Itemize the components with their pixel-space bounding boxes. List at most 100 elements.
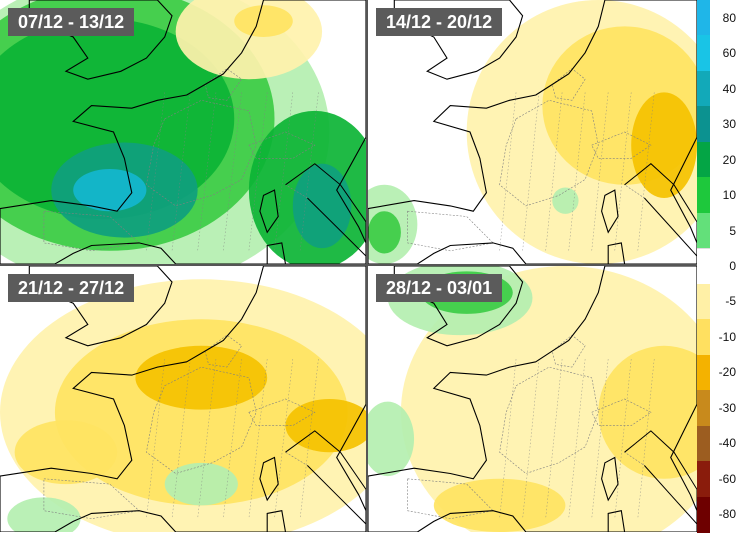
legend-swatch <box>697 0 710 37</box>
legend-tick-label: -20 <box>718 365 736 380</box>
week1-date-label: 07/12 - 13/12 <box>8 8 135 36</box>
corsica-outline <box>601 189 619 234</box>
anomaly-area <box>598 345 697 479</box>
map-panel-week4: 28/12 - 03/01 <box>368 266 697 532</box>
continental-europe-outline <box>0 266 366 532</box>
france-region-border <box>146 366 257 474</box>
anomaly-area <box>73 168 147 212</box>
benelux-border <box>204 334 243 368</box>
map-week3 <box>0 266 366 532</box>
legend-tick-label: 0 <box>729 259 736 273</box>
region-border <box>223 359 242 519</box>
anomaly-area <box>135 345 268 410</box>
legend-swatch <box>697 390 710 427</box>
switzerland-border <box>591 131 652 159</box>
map-panel-week1: 07/12 - 13/12 <box>0 0 366 264</box>
legend-swatch <box>697 319 710 356</box>
spain-region-border <box>407 478 494 520</box>
region-border <box>637 359 655 519</box>
region-border <box>568 359 586 519</box>
legend-swatch <box>697 212 710 250</box>
legend-swatch <box>697 35 710 72</box>
italy-coastline <box>285 163 366 257</box>
anomaly-area <box>368 401 415 477</box>
week2-date-label: 14/12 - 20/12 <box>376 8 503 36</box>
anomaly-area <box>552 187 579 214</box>
italy-coastline <box>285 430 366 525</box>
switzerland-border <box>248 131 316 159</box>
region-border <box>299 359 319 519</box>
anomaly-area <box>368 211 401 254</box>
corsica-outline <box>601 456 619 502</box>
region-border <box>171 359 191 519</box>
map-panel-week3: 21/12 - 27/12 <box>0 266 366 532</box>
benelux-border <box>551 334 586 368</box>
map-week2 <box>368 0 697 264</box>
region-border <box>146 359 165 519</box>
legend-tick-label: -10 <box>718 329 736 344</box>
week3-date-label: 21/12 - 27/12 <box>8 274 135 302</box>
anomaly-area <box>631 92 697 198</box>
benelux-border <box>204 68 243 101</box>
france-region-border <box>146 99 257 207</box>
legend-tick-label: 5 <box>729 223 736 238</box>
legend-swatch <box>697 177 710 214</box>
anomaly-area <box>234 5 293 37</box>
map-week4 <box>368 266 697 532</box>
legend-swatch <box>697 106 710 143</box>
corsica-outline <box>259 189 279 234</box>
legend-tick-label: 40 <box>722 81 736 96</box>
spain-region-border <box>407 210 494 252</box>
switzerland-border <box>591 398 652 426</box>
sardinia-outline <box>266 242 287 264</box>
anomaly-area <box>14 420 118 485</box>
continental-europe-outline <box>368 0 697 264</box>
legend-swatch <box>697 354 710 392</box>
sardinia-outline <box>266 510 287 532</box>
panel-divider-horizontal <box>0 264 697 266</box>
spain-region-border <box>43 478 140 520</box>
color-scale-legend: 80 60 40 30 20 10 5 0 -5 -10 -20 -30 -40 -60 -80 <box>697 0 736 533</box>
region-border <box>248 359 268 519</box>
france-region-border <box>499 366 599 474</box>
legend-tick-label: -5 <box>725 294 736 309</box>
italy-coastline <box>624 430 697 525</box>
continental-europe-outline <box>368 266 697 532</box>
switzerland-border <box>248 398 316 426</box>
spain-region-border <box>43 210 140 252</box>
legend-tick-label: 80 <box>722 10 736 25</box>
region-border <box>197 359 217 519</box>
france-region-border <box>499 99 599 207</box>
legend-swatch <box>697 496 710 533</box>
region-border <box>274 359 293 519</box>
corsica-outline <box>259 456 279 502</box>
map-week1 <box>0 0 366 264</box>
legend-tick-label: 10 <box>722 188 736 203</box>
benelux-border <box>551 68 586 101</box>
anomaly-area <box>433 478 566 532</box>
legend-swatch <box>697 283 710 321</box>
sardinia-outline <box>607 242 626 264</box>
panel-divider-vertical <box>366 0 368 532</box>
legend-tick-label: 60 <box>722 46 736 61</box>
legend-tick-label: -40 <box>718 436 736 451</box>
sardinia-outline <box>607 510 626 532</box>
legend-swatch <box>697 461 710 498</box>
legend-swatch <box>697 425 710 463</box>
legend-swatch <box>697 70 710 108</box>
region-border <box>522 359 540 519</box>
anomaly-area <box>7 497 81 532</box>
anomaly-area <box>285 399 366 453</box>
italy-coastline <box>624 163 697 257</box>
week4-date-label: 28/12 - 03/01 <box>376 274 503 302</box>
legend-tick-label: 20 <box>722 152 736 167</box>
anomaly-area <box>164 462 238 506</box>
region-border <box>614 359 632 519</box>
region-border <box>499 359 517 519</box>
continental-europe-outline <box>0 0 366 264</box>
anomaly-area <box>292 163 352 249</box>
legend-tick-label: -30 <box>718 400 736 415</box>
legend-swatch <box>697 141 710 179</box>
legend-swatch <box>697 248 710 286</box>
